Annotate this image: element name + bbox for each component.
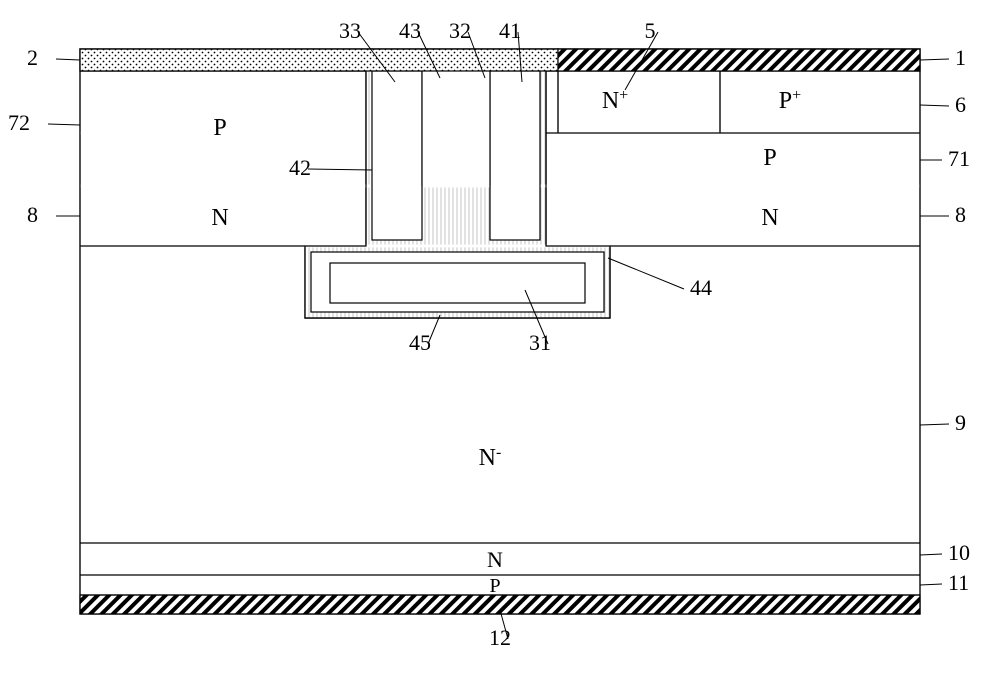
callout-c41: 41 bbox=[499, 18, 521, 43]
callout-c71: 71 bbox=[948, 146, 970, 171]
leader-c42 bbox=[308, 169, 372, 170]
gate-poly-left bbox=[372, 71, 422, 240]
region-label-N_left: N bbox=[211, 205, 228, 231]
leader-c9 bbox=[920, 424, 949, 425]
leader-c11 bbox=[920, 584, 942, 585]
leader-c10 bbox=[920, 554, 942, 555]
leader-c6 bbox=[920, 105, 949, 106]
callout-c32: 32 bbox=[449, 18, 471, 43]
callout-c43: 43 bbox=[399, 18, 421, 43]
callout-c42: 42 bbox=[289, 155, 311, 180]
callout-c9: 9 bbox=[955, 410, 966, 435]
callout-c1: 1 bbox=[955, 45, 966, 70]
callout-c12: 12 bbox=[489, 625, 511, 650]
region-label-Nminus: N- bbox=[479, 444, 502, 472]
shield-poly bbox=[330, 263, 585, 303]
callout-c10: 10 bbox=[948, 540, 970, 565]
callout-c44: 44 bbox=[690, 275, 712, 300]
callout-c5: 5 bbox=[645, 18, 656, 43]
callout-c8R: 8 bbox=[955, 202, 966, 227]
region-label-P_left: P bbox=[213, 115, 226, 141]
callout-c11: 11 bbox=[948, 570, 969, 595]
leader-c2 bbox=[56, 59, 80, 60]
region-label-N_buf: N bbox=[487, 547, 503, 572]
leader-c44 bbox=[608, 258, 684, 289]
callout-c33: 33 bbox=[339, 18, 361, 43]
region-label-Nplus: N+ bbox=[602, 87, 628, 115]
callout-c31: 31 bbox=[529, 330, 551, 355]
region-label-P_right: P bbox=[763, 145, 776, 171]
callout-c2: 2 bbox=[27, 45, 38, 70]
region-label-P_bot: P bbox=[489, 575, 500, 597]
region-label-Pplus: P+ bbox=[779, 87, 801, 115]
callout-c72: 72 bbox=[8, 110, 30, 135]
callout-c45: 45 bbox=[409, 330, 431, 355]
callout-c6: 6 bbox=[955, 92, 966, 117]
region-label-N_right: N bbox=[761, 205, 778, 231]
leader-c1 bbox=[920, 59, 949, 60]
gate-poly-right bbox=[490, 71, 540, 240]
callout-c8L: 8 bbox=[27, 202, 38, 227]
leader-c72 bbox=[48, 124, 80, 125]
center-gap bbox=[422, 71, 490, 186]
